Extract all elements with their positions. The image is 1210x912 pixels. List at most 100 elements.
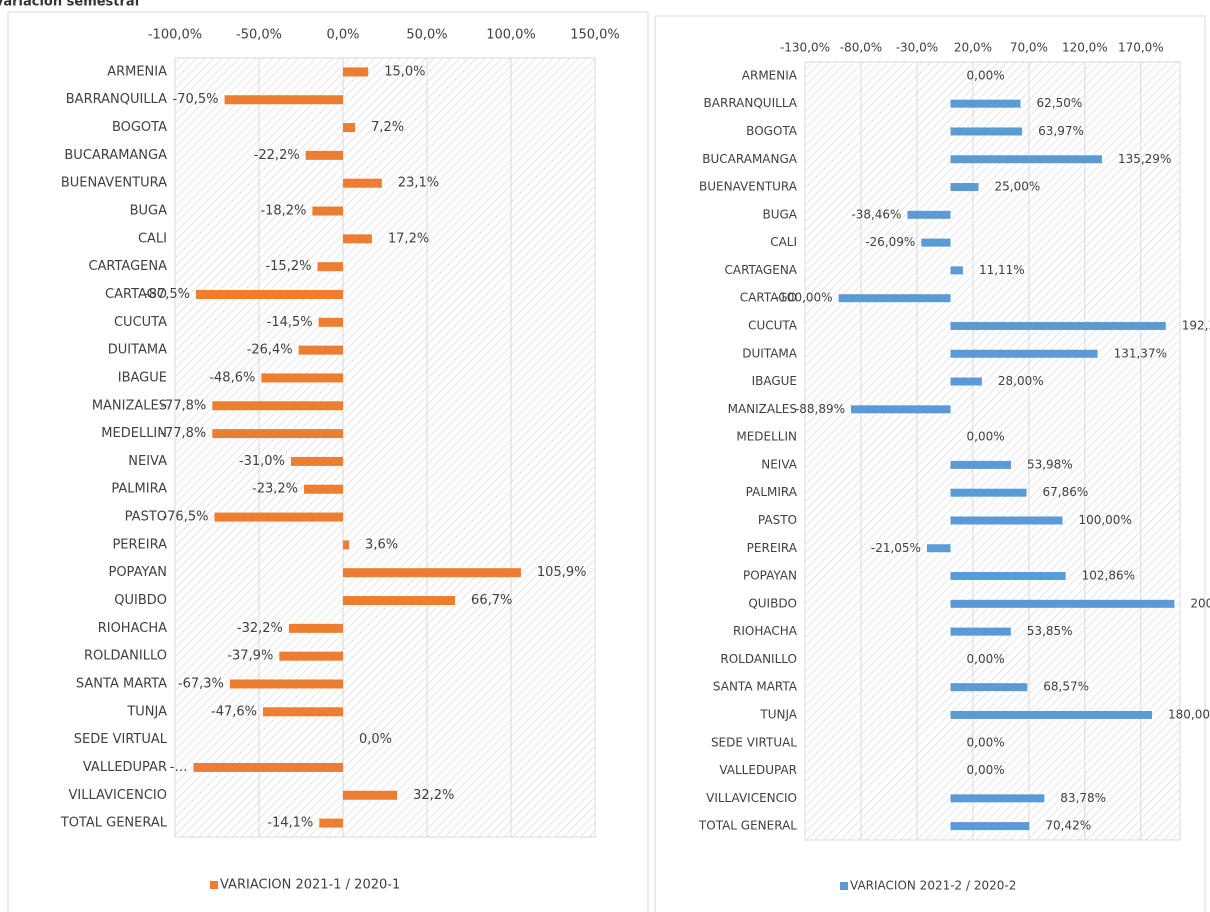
data-label: 135,29% (1118, 152, 1171, 166)
data-label: 28,00% (998, 374, 1044, 388)
bar (196, 289, 343, 299)
y-tick-label: DUITAMA (108, 343, 167, 358)
bar (950, 488, 1027, 497)
data-label: -67,3% (178, 676, 224, 691)
bar (926, 544, 951, 553)
bar (318, 317, 343, 327)
data-label: -21,05% (871, 541, 921, 555)
bar (950, 516, 1063, 525)
y-tick-label: MEDELLIN (736, 430, 797, 444)
data-label: 0,00% (967, 763, 1005, 777)
data-label: -22,2% (254, 148, 300, 163)
bar (279, 651, 343, 661)
y-tick-label: CALI (138, 231, 167, 246)
y-tick-label: TOTAL GENERAL (698, 819, 797, 833)
bar (907, 210, 951, 219)
y-tick-label: MANIZALES (92, 398, 167, 413)
data-label: 63,97% (1038, 124, 1084, 138)
bar (229, 679, 343, 689)
chart-frame (7, 11, 649, 912)
y-tick-label: PASTO (125, 510, 167, 525)
y-tick-label: ROLDANILLO (84, 649, 167, 664)
y-tick-label: CARTAGENA (724, 263, 797, 277)
bar (298, 345, 343, 355)
bar (343, 568, 521, 578)
data-label: -18,2% (260, 204, 306, 219)
data-label: -48,6% (209, 370, 255, 385)
x-tick-label: 120,0% (1062, 41, 1108, 55)
y-tick-label: RIOHACHA (733, 624, 798, 638)
y-tick-label: RIOHACHA (98, 621, 167, 636)
data-label: -76,5% (162, 510, 208, 525)
data-label: 0,00% (967, 430, 1005, 444)
bar (950, 683, 1028, 692)
y-tick-label: VILLAVICENCIO (706, 791, 797, 805)
y-tick-label: ARMENIA (107, 64, 167, 79)
y-tick-label: PEREIRA (112, 537, 167, 552)
data-label: 68,57% (1043, 680, 1089, 694)
data-label: 11,11% (979, 263, 1025, 277)
y-tick-label: SANTA MARTA (713, 680, 798, 694)
data-label: 23,1% (398, 176, 439, 191)
y-tick-label: PALMIRA (111, 482, 167, 497)
y-tick-label: VALLEDUPAR (719, 763, 797, 777)
bar (950, 572, 1066, 581)
data-label: 100,00% (1078, 513, 1131, 527)
data-label: -38,46% (851, 207, 901, 221)
legend-label: VARIACION 2021-1 / 2020-1 (220, 878, 400, 893)
bar (343, 540, 350, 550)
y-tick-label: POPAYAN (743, 569, 797, 583)
data-label: -100,00% (775, 291, 833, 305)
x-tick-label: 20,0% (954, 41, 992, 55)
bar (319, 818, 343, 828)
bar (343, 596, 456, 606)
data-label: -37,9% (227, 649, 273, 664)
legend-swatch (210, 881, 218, 889)
bar (838, 294, 951, 303)
x-tick-label: 70,0% (1010, 41, 1048, 55)
data-label: -47,6% (211, 704, 257, 719)
data-label: -14,1% (267, 816, 313, 831)
bar (851, 405, 951, 414)
bar (317, 262, 343, 272)
y-tick-label: SEDE VIRTUAL (74, 732, 168, 747)
y-tick-label: BOGOTA (746, 124, 798, 138)
bar (950, 155, 1102, 164)
bar (921, 238, 951, 247)
x-tick-label: -130,0% (780, 41, 830, 55)
y-tick-label: BUENAVENTURA (61, 176, 167, 191)
data-label: 131,37% (1114, 346, 1167, 360)
data-label: -26,4% (247, 343, 293, 358)
bar (290, 456, 343, 466)
data-label: 32,2% (413, 788, 454, 803)
y-tick-label: PALMIRA (746, 485, 798, 499)
x-tick-label: 0,0% (326, 28, 359, 43)
y-tick-label: NEIVA (128, 454, 167, 469)
chart-frame (654, 15, 1206, 912)
y-tick-label: SEDE VIRTUAL (711, 735, 797, 749)
y-tick-label: TOTAL GENERAL (60, 816, 168, 831)
data-label: -31,0% (239, 454, 285, 469)
bar (343, 67, 369, 77)
bar (263, 707, 343, 717)
bar (950, 266, 963, 275)
bar (312, 206, 343, 216)
bar (305, 150, 343, 160)
y-tick-label: BUCARAMANGA (64, 148, 167, 163)
y-tick-label: VALLEDUPAR (83, 760, 167, 775)
y-tick-label: SANTA MARTA (76, 676, 167, 691)
y-tick-label: CARTAGO (740, 291, 797, 305)
bar (343, 123, 356, 133)
y-tick-label: BUENAVENTURA (699, 180, 798, 194)
data-label: -26,09% (865, 235, 915, 249)
data-label: 0,0% (359, 732, 392, 747)
bar (950, 349, 1098, 358)
y-tick-label: CALI (770, 235, 797, 249)
bar (224, 95, 343, 105)
y-tick-label: BARRANQUILLA (66, 92, 167, 107)
y-tick-label: CARTAGENA (88, 259, 167, 274)
data-label: 3,6% (365, 537, 398, 552)
y-tick-label: MEDELLIN (101, 426, 167, 441)
bar (212, 429, 343, 439)
